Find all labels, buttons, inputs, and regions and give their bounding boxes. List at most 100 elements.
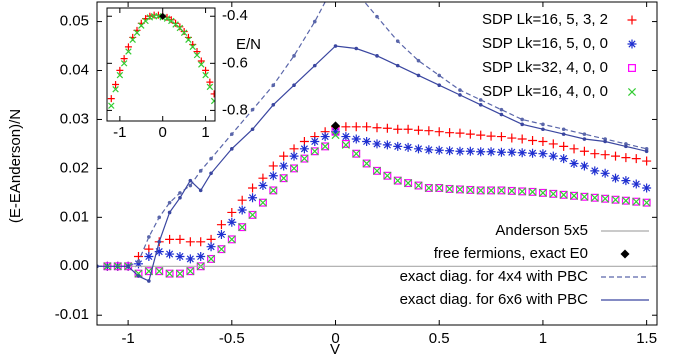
marker-square — [155, 267, 164, 276]
marker-dot — [167, 200, 172, 205]
marker-star — [611, 173, 621, 183]
marker-star — [445, 146, 455, 156]
marker-dot — [375, 14, 379, 19]
marker-cross — [116, 71, 124, 79]
marker-cross — [590, 193, 599, 202]
marker-cross — [129, 36, 136, 44]
marker-cross — [601, 194, 610, 203]
marker-dot — [198, 169, 203, 173]
marker-star — [196, 251, 206, 261]
marker-star — [258, 181, 268, 191]
marker-cross — [133, 29, 141, 36]
marker-star — [600, 168, 610, 178]
marker-dot — [644, 149, 649, 154]
marker-dot — [126, 264, 130, 269]
marker-star — [216, 229, 226, 239]
marker-star — [165, 249, 175, 259]
marker-star — [538, 149, 548, 159]
y-tick-label: 0.01 — [60, 208, 89, 225]
marker-square — [580, 192, 589, 201]
marker-cross — [393, 176, 402, 185]
marker-star — [631, 179, 641, 189]
legend-label: SDP Lk=16, 4, 0, 0 — [482, 83, 608, 100]
plot-frame — [96, 1, 658, 326]
marker-star — [133, 259, 143, 269]
marker-diamond — [331, 121, 341, 131]
marker-square — [590, 193, 599, 202]
marker-square — [341, 139, 350, 148]
marker-plus — [185, 237, 195, 247]
marker-square — [487, 186, 496, 195]
marker-cross — [279, 174, 288, 183]
marker-cross — [248, 210, 257, 219]
marker-cross — [227, 235, 236, 244]
marker-dot — [416, 73, 421, 78]
y-tick-label: -0.4 — [222, 7, 248, 24]
marker-plus — [476, 130, 486, 140]
marker-cross — [155, 267, 164, 276]
marker-cross — [497, 186, 506, 195]
marker-square — [632, 197, 641, 206]
marker-dot — [209, 171, 213, 176]
marker-square — [466, 185, 475, 194]
marker-square — [507, 186, 516, 195]
marker-dot — [437, 83, 442, 87]
marker-square — [497, 186, 506, 195]
marker-dot — [478, 98, 483, 102]
marker-plus — [424, 126, 434, 136]
legend-label: free fermions, exact E0 — [434, 245, 588, 262]
marker-square — [248, 210, 257, 219]
plot-area — [107, 11, 215, 109]
marker-cross — [435, 183, 444, 192]
marker-star — [465, 146, 475, 156]
marker-cross — [487, 186, 496, 195]
marker-star — [248, 193, 258, 203]
marker-star — [289, 151, 299, 161]
marker-star — [393, 141, 403, 151]
marker-cross — [258, 198, 267, 207]
marker-plus — [362, 122, 372, 132]
marker-dot — [167, 210, 172, 215]
marker-dot — [395, 39, 400, 43]
marker-cross — [528, 187, 537, 196]
marker-star — [548, 151, 558, 161]
marker-dot — [198, 188, 203, 193]
marker-square — [352, 149, 361, 158]
marker-plus — [227, 207, 237, 217]
marker-dot — [178, 191, 182, 195]
marker-plus — [403, 124, 413, 134]
marker-plus — [193, 48, 201, 56]
marker-dot — [136, 259, 141, 264]
marker-diamond — [620, 249, 630, 259]
marker-square — [404, 179, 413, 188]
marker-star — [185, 254, 195, 264]
marker-dot — [271, 83, 276, 87]
marker-square — [414, 181, 423, 190]
marker-cross — [455, 185, 464, 194]
marker-plus — [465, 129, 475, 139]
marker-plus — [197, 57, 205, 65]
marker-plus — [146, 12, 154, 20]
marker-cross — [180, 29, 188, 36]
marker-dot — [478, 102, 483, 107]
marker-dot — [157, 215, 162, 220]
marker-dot — [541, 127, 545, 132]
marker-square — [290, 164, 299, 173]
plot-area — [97, 2, 657, 283]
marker-star — [642, 183, 652, 193]
marker-dot — [188, 178, 193, 183]
marker-square — [549, 189, 558, 198]
marker-dot — [157, 240, 162, 244]
marker-plus — [507, 133, 517, 143]
marker-plus — [642, 156, 652, 166]
marker-cross — [621, 196, 630, 205]
marker-cross — [202, 71, 209, 79]
marker-square — [570, 191, 579, 200]
marker-cross — [538, 188, 547, 197]
marker-plus — [165, 234, 175, 244]
marker-star — [627, 39, 637, 49]
marker-cross — [175, 269, 184, 278]
y-tick-label: -0.6 — [222, 54, 248, 71]
marker-star — [579, 161, 589, 171]
marker-plus — [116, 66, 124, 74]
